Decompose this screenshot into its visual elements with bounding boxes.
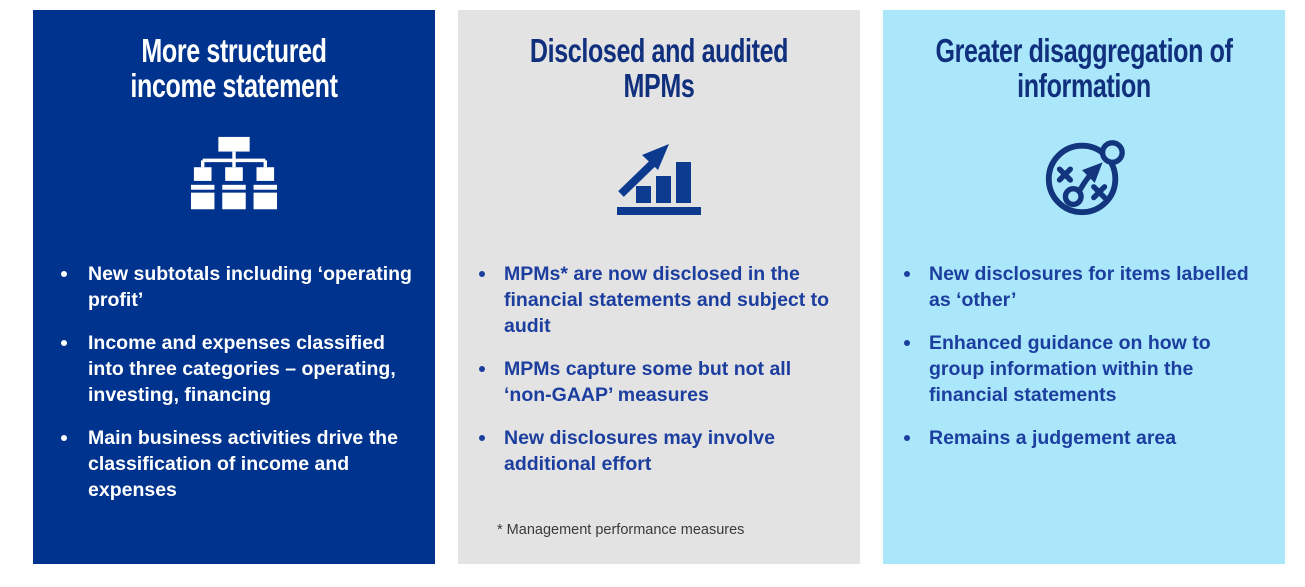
- card-structured-income-statement: More structured income statement: [33, 10, 435, 564]
- bullet-item: Enhanced guidance on how to group inform…: [883, 330, 1269, 408]
- card-title: Greater disaggregation of information: [931, 32, 1237, 104]
- card-title-line2: information: [1017, 66, 1151, 104]
- card-title-line2: MPMs: [623, 66, 695, 104]
- card-title-line1: Greater disaggregation of: [935, 32, 1233, 69]
- card-title-line1: More structured: [141, 32, 327, 69]
- card-title-line2: income statement: [130, 66, 338, 104]
- bullet-item: MPMs* are now disclosed in the financial…: [458, 261, 844, 339]
- bullet-list: MPMs* are now disclosed in the financial…: [458, 261, 844, 477]
- mpm-footnote: * Management performance measures: [497, 522, 745, 538]
- card-title-line1: Disclosed and audited: [529, 32, 789, 69]
- strategy-icon: [883, 131, 1285, 223]
- bullet-item: Income and expenses classified into thre…: [33, 330, 419, 408]
- card-disclosed-audited-mpms: Disclosed and audited MPMs MPMs* are now…: [458, 10, 860, 564]
- bullet-item: New disclosures may involve additional e…: [458, 425, 844, 477]
- bullet-item: MPMs capture some but not all ‘non-GAAP’…: [458, 356, 844, 408]
- card-title: More structured income statement: [81, 32, 387, 104]
- bullet-list: New subtotals including ‘operating profi…: [33, 261, 419, 503]
- growth-chart-icon: [458, 131, 860, 223]
- bullet-item: New disclosures for items labelled as ‘o…: [883, 261, 1269, 313]
- bullet-item: Remains a judgement area: [883, 425, 1269, 451]
- three-card-summary: More structured income statement: [33, 10, 1285, 564]
- bullet-item: Main business activities drive the class…: [33, 425, 419, 503]
- org-chart-icon: [33, 131, 435, 223]
- card-title: Disclosed and audited MPMs: [506, 32, 812, 104]
- bullet-list: New disclosures for items labelled as ‘o…: [883, 261, 1269, 451]
- bullet-item: New subtotals including ‘operating profi…: [33, 261, 419, 313]
- card-greater-disaggregation: Greater disaggregation of information Ne…: [883, 10, 1285, 564]
